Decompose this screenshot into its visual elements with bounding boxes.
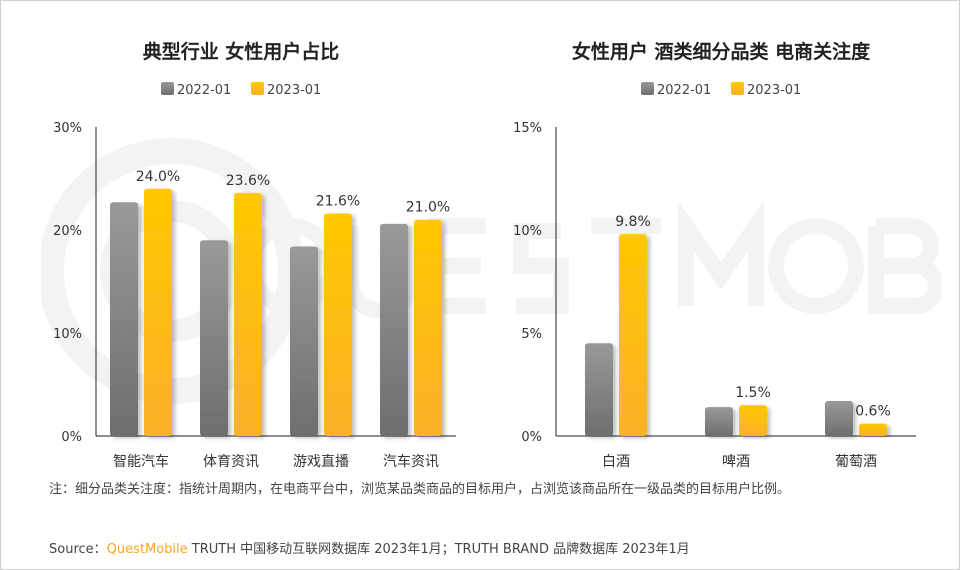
data-label: 0.6% (855, 404, 891, 420)
x-tick-label: 葡萄酒 (835, 454, 877, 470)
chart-title: 典型行业 女性用户占比 (143, 40, 340, 63)
y-tick-label: 20% (53, 224, 82, 239)
legend-swatch-2022-01 (161, 82, 174, 95)
x-tick-label: 啤酒 (722, 454, 750, 470)
legend-swatch-2022-01 (641, 82, 654, 95)
legend-swatch-2023-01 (731, 82, 744, 95)
legend-swatch-2023-01 (251, 82, 264, 95)
data-label: 21.6% (316, 194, 360, 210)
data-label: 21.0% (406, 200, 450, 216)
bar-2023-01-白酒 (619, 234, 647, 436)
legend-label: 2023-01 (747, 83, 801, 98)
y-tick-label: 10% (513, 224, 542, 239)
legend-label: 2022-01 (657, 83, 711, 98)
data-label: 9.8% (615, 214, 651, 230)
y-tick-label: 10% (53, 327, 82, 342)
y-tick-label: 0% (521, 430, 542, 445)
x-tick-label: 游戏直播 (293, 453, 349, 470)
y-tick-label: 5% (521, 327, 542, 342)
data-label: 1.5% (735, 385, 771, 401)
bar-2022-01-汽车资讯 (380, 223, 408, 436)
chart-liquor-ecommerce-attention: 女性用户 酒类细分品类 电商关注度 2022-01 2023-01 0% 5% 10% 15… (513, 40, 916, 470)
x-tick-label: 体育资讯 (203, 454, 259, 470)
bar-2022-01-智能汽车 (110, 202, 138, 436)
footnote: 注：细分品类关注度：指统计周期内，在电商平台中，浏览某品类商品的目标用户，占浏览… (49, 482, 791, 497)
source-brand: QuestMobile (106, 542, 188, 557)
source-text: TRUTH 中国移动互联网数据库 2023年1月；TRUTH BRAND 品牌数… (187, 542, 690, 557)
legend-label: 2023-01 (267, 83, 321, 98)
chart-industry-female-share: 典型行业 女性用户占比 2022-01 2023-01 0% 10% 20% 30% 智能汽车… (53, 40, 456, 470)
y-tick-label: 15% (513, 121, 542, 136)
bar-2023-01-游戏直播 (324, 213, 352, 436)
x-tick-label: 智能汽车 (113, 453, 169, 470)
bar-2022-01-白酒 (585, 343, 613, 436)
bar-2022-01-游戏直播 (290, 246, 318, 436)
bar-2023-01-葡萄酒 (859, 423, 887, 436)
bar-2023-01-体育资讯 (234, 192, 262, 436)
source-label: Source： (49, 542, 107, 557)
legend-label: 2022-01 (177, 83, 231, 98)
y-tick-label: 0% (61, 430, 82, 445)
y-tick-label: 30% (53, 121, 82, 136)
x-tick-label: 白酒 (602, 454, 630, 470)
bar-2023-01-啤酒 (739, 405, 767, 436)
chart-title: 女性用户 酒类细分品类 电商关注度 (572, 40, 871, 63)
bar-2022-01-啤酒 (705, 407, 733, 436)
bar-2022-01-葡萄酒 (825, 400, 853, 436)
bar-2023-01-汽车资讯 (414, 219, 442, 436)
bar-2023-01-智能汽车 (144, 188, 172, 436)
data-label: 24.0% (136, 169, 180, 185)
source-line: Source：QuestMobile TRUTH 中国移动互联网数据库 2023… (49, 538, 690, 557)
x-tick-label: 汽车资讯 (383, 453, 439, 470)
data-label: 23.6% (226, 173, 270, 189)
bar-2022-01-体育资讯 (200, 240, 228, 436)
